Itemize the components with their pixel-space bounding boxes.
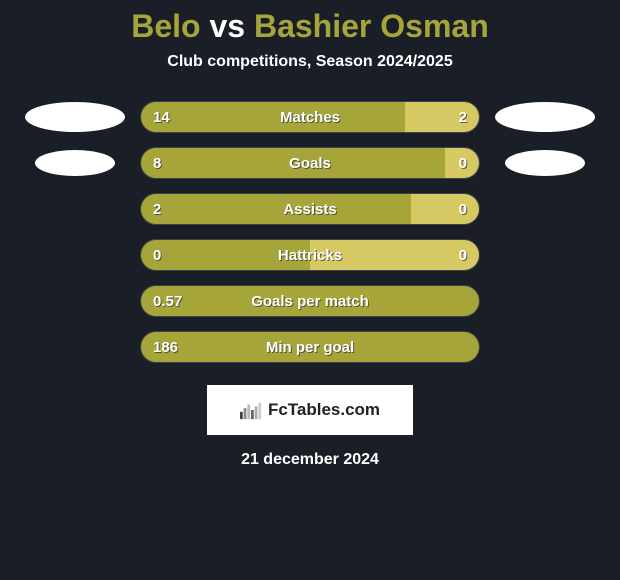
bar-label: Assists xyxy=(141,194,479,224)
stat-row: 2Assists0 xyxy=(0,193,620,225)
stat-rows: 14Matches28Goals02Assists00Hattricks00.5… xyxy=(0,101,620,363)
player-avatar-right xyxy=(495,102,595,132)
stat-row: 0Hattricks0 xyxy=(0,239,620,271)
logo-box: FcTables.com xyxy=(207,385,413,435)
stat-bar: 2Assists0 xyxy=(140,193,480,225)
stat-bar: 8Goals0 xyxy=(140,147,480,179)
avatar-slot-right xyxy=(480,150,610,176)
bar-value-right: 2 xyxy=(459,102,467,132)
stat-row: 8Goals0 xyxy=(0,147,620,179)
stat-bar: 0.57Goals per match xyxy=(140,285,480,317)
title-vs: vs xyxy=(209,8,245,44)
bar-label: Min per goal xyxy=(141,332,479,362)
stat-row: 14Matches2 xyxy=(0,101,620,133)
bar-value-right: 0 xyxy=(459,240,467,270)
bar-label: Goals per match xyxy=(141,286,479,316)
title-player1: Belo xyxy=(131,8,200,44)
stat-bar: 186Min per goal xyxy=(140,331,480,363)
stat-bar: 14Matches2 xyxy=(140,101,480,133)
bar-value-right: 0 xyxy=(459,148,467,178)
bar-label: Hattricks xyxy=(141,240,479,270)
avatar-slot-left xyxy=(10,102,140,132)
avatar-slot-right xyxy=(480,102,610,132)
stat-bar: 0Hattricks0 xyxy=(140,239,480,271)
date-text: 21 december 2024 xyxy=(241,451,379,469)
avatar-slot-left xyxy=(10,150,140,176)
logo-text: FcTables.com xyxy=(268,400,380,420)
bar-value-right: 0 xyxy=(459,194,467,224)
page-title: Belo vs Bashier Osman xyxy=(131,8,488,45)
title-player2: Bashier Osman xyxy=(254,8,489,44)
bar-label: Matches xyxy=(141,102,479,132)
bar-label: Goals xyxy=(141,148,479,178)
subtitle: Club competitions, Season 2024/2025 xyxy=(167,53,452,71)
player-avatar-right xyxy=(505,150,585,176)
player-avatar-left xyxy=(25,102,125,132)
stat-row: 0.57Goals per match xyxy=(0,285,620,317)
chart-bars-icon xyxy=(240,400,262,420)
stat-row: 186Min per goal xyxy=(0,331,620,363)
player-avatar-left xyxy=(35,150,115,176)
